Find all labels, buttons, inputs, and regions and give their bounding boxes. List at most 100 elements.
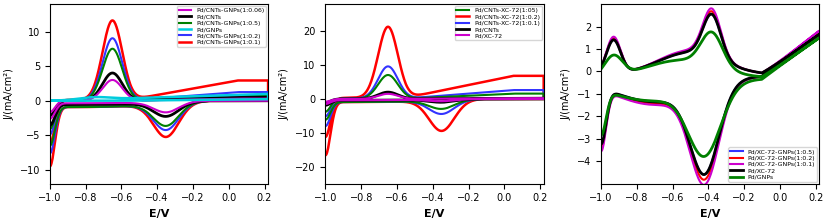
Pd/CNTs-XC-72(1:05) bbox=[503, 98, 513, 100]
Pd/CNTs-GNPs(1:0.1) bbox=[45, 165, 55, 168]
Pd/XC-72 bbox=[622, 66, 632, 68]
Pd/XC-72-GNPs(1:0.1) bbox=[753, 76, 763, 78]
Pd/CNTs-GNPs(1:0.06) bbox=[227, 99, 237, 102]
Pd/CNTs-XC-72(1:05) bbox=[320, 110, 330, 113]
Pd/CNTs-GNPs(1:0.5) bbox=[105, 105, 115, 108]
Pd/CNTs-XC-72(1:0.2) bbox=[491, 98, 501, 100]
Pd/CNTs-GNPs(1:0.2) bbox=[105, 105, 115, 108]
Pd/CNTs-XC-72(1:0.1) bbox=[320, 115, 330, 118]
Pd/XC-72 bbox=[753, 75, 763, 78]
Pd/XC-72-GNPs(1:0.1) bbox=[777, 58, 787, 60]
Pd/CNTs bbox=[491, 98, 501, 100]
Pd/CNTs-XC-72(1:0.2) bbox=[347, 96, 356, 99]
Pd/XC-72-GNPs(1:0.1) bbox=[595, 65, 605, 68]
Pd/CNTs bbox=[72, 99, 82, 102]
Pd/GNPs bbox=[45, 99, 55, 102]
Pd/CNTs-GNPs(1:0.2) bbox=[72, 99, 82, 102]
Pd/GNPs bbox=[700, 155, 710, 157]
Pd/CNTs-GNPs(1:0.1) bbox=[227, 99, 237, 102]
Pd/CNTs bbox=[45, 114, 55, 117]
Pd/CNTs-GNPs(1:0.2) bbox=[45, 152, 55, 155]
Pd/GNPs bbox=[216, 98, 226, 101]
Pd/XC-72-GNPs(1:0.1) bbox=[655, 104, 665, 107]
Pd/XC-72-GNPs(1:0.2) bbox=[622, 65, 632, 68]
Pd/GNPs bbox=[150, 99, 160, 102]
Pd/CNTs-XC-72(1:05) bbox=[320, 118, 330, 121]
Line: Pd/GNPs: Pd/GNPs bbox=[50, 94, 268, 101]
Pd/XC-72-GNPs(1:0.1) bbox=[698, 184, 708, 186]
Pd/CNTs-GNPs(1:0.5) bbox=[150, 118, 160, 121]
Line: Pd/GNPs: Pd/GNPs bbox=[600, 32, 818, 157]
Line: Pd/XC-72-GNPs(1:0.2): Pd/XC-72-GNPs(1:0.2) bbox=[600, 11, 818, 180]
Pd/CNTs bbox=[203, 99, 213, 102]
Pd/CNTs bbox=[227, 99, 237, 102]
Pd/XC-72-GNPs(1:0.1) bbox=[767, 67, 777, 70]
Pd/CNTs-GNPs(1:0.1) bbox=[216, 99, 226, 102]
Pd/XC-72 bbox=[382, 93, 392, 95]
Pd/XC-72 bbox=[777, 59, 787, 61]
Pd/CNTs bbox=[216, 99, 226, 102]
Pd/XC-72-GNPs(1:0.2) bbox=[700, 177, 710, 180]
Pd/CNTs-XC-72(1:0.2) bbox=[478, 98, 488, 100]
Pd/XC-72 bbox=[347, 97, 356, 100]
Pd/CNTs-XC-72(1:0.2) bbox=[382, 25, 392, 28]
Pd/GNPs bbox=[105, 99, 115, 102]
Pd/CNTs-GNPs(1:0.1) bbox=[105, 105, 115, 108]
Pd/CNTs-GNPs(1:0.2) bbox=[203, 100, 213, 102]
Pd/CNTs-XC-72(1:0.1) bbox=[425, 109, 435, 111]
Pd/CNTs-GNPs(1:0.06) bbox=[216, 99, 226, 102]
Pd/XC-72-GNPs(1:0.2) bbox=[698, 178, 708, 181]
Pd/XC-72-GNPs(1:0.2) bbox=[767, 67, 777, 70]
Pd/GNPs bbox=[655, 100, 665, 103]
Pd/CNTs-XC-72(1:0.2) bbox=[380, 100, 390, 103]
Line: Pd/XC-72-GNPs(1:0.1): Pd/XC-72-GNPs(1:0.1) bbox=[600, 8, 818, 185]
Pd/CNTs-GNPs(1:0.2) bbox=[227, 99, 237, 102]
Line: Pd/CNTs-GNPs(1:0.1): Pd/CNTs-GNPs(1:0.1) bbox=[50, 21, 268, 167]
Line: Pd/CNTs: Pd/CNTs bbox=[325, 92, 543, 105]
Line: Pd/CNTs-GNPs(1:0.2): Pd/CNTs-GNPs(1:0.2) bbox=[50, 38, 268, 154]
Pd/CNTs bbox=[382, 91, 392, 93]
Y-axis label: J/(mA/cm²): J/(mA/cm²) bbox=[4, 68, 14, 120]
Pd/CNTs-XC-72(1:05) bbox=[347, 97, 356, 100]
X-axis label: E/V: E/V bbox=[423, 209, 444, 219]
Pd/XC-72-GNPs(1:0.5) bbox=[698, 173, 708, 176]
Pd/XC-72-GNPs(1:0.2) bbox=[705, 10, 715, 13]
Pd/CNTs bbox=[380, 99, 390, 101]
Pd/XC-72 bbox=[478, 98, 488, 100]
Pd/XC-72-GNPs(1:0.2) bbox=[777, 58, 787, 61]
Pd/CNTs bbox=[45, 124, 55, 126]
Pd/GNPs bbox=[705, 31, 715, 33]
Pd/XC-72 bbox=[595, 66, 605, 68]
Pd/GNPs bbox=[263, 93, 273, 95]
Pd/XC-72-GNPs(1:0.5) bbox=[622, 66, 632, 68]
Pd/CNTs-GNPs(1:0.06) bbox=[150, 108, 160, 111]
Pd/GNPs bbox=[45, 99, 55, 102]
Pd/GNPs bbox=[203, 99, 213, 101]
Pd/XC-72-GNPs(1:0.5) bbox=[767, 67, 777, 70]
Pd/CNTs-XC-72(1:0.2) bbox=[503, 98, 513, 100]
Pd/CNTs-XC-72(1:0.1) bbox=[503, 98, 513, 100]
Pd/CNTs-GNPs(1:0.06) bbox=[203, 99, 213, 102]
Pd/GNPs bbox=[777, 62, 787, 64]
Line: Pd/CNTs-GNPs(1:0.5): Pd/CNTs-GNPs(1:0.5) bbox=[50, 49, 268, 146]
Pd/XC-72-GNPs(1:0.1) bbox=[705, 7, 715, 10]
Pd/XC-72 bbox=[655, 101, 665, 103]
Pd/CNTs-GNPs(1:0.5) bbox=[45, 128, 55, 130]
Pd/XC-72-GNPs(1:0.2) bbox=[595, 146, 605, 149]
Pd/XC-72-GNPs(1:0.5) bbox=[595, 66, 605, 68]
Pd/GNPs bbox=[227, 98, 237, 101]
Pd/XC-72 bbox=[320, 100, 330, 103]
Pd/CNTs-GNPs(1:0.1) bbox=[150, 126, 160, 128]
Pd/XC-72 bbox=[767, 67, 777, 70]
Pd/CNTs-GNPs(1:0.1) bbox=[203, 100, 213, 102]
Pd/CNTs-GNPs(1:0.06) bbox=[45, 111, 55, 113]
Pd/XC-72-GNPs(1:0.2) bbox=[595, 66, 605, 68]
Pd/XC-72 bbox=[595, 143, 605, 145]
Pd/CNTs bbox=[347, 97, 356, 100]
Pd/XC-72-GNPs(1:0.2) bbox=[655, 102, 665, 105]
Pd/CNTs bbox=[105, 103, 115, 105]
Pd/CNTs-GNPs(1:0.06) bbox=[72, 99, 82, 102]
Pd/XC-72 bbox=[705, 13, 715, 15]
Pd/XC-72-GNPs(1:0.1) bbox=[700, 182, 710, 185]
Pd/XC-72 bbox=[491, 98, 501, 100]
